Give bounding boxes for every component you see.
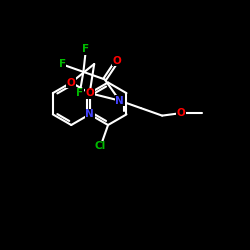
Text: F: F	[82, 44, 90, 54]
Text: O: O	[113, 56, 122, 66]
Text: F: F	[58, 60, 66, 70]
Text: O: O	[176, 108, 185, 118]
Text: N: N	[85, 110, 94, 120]
Text: O: O	[67, 78, 76, 88]
Text: O: O	[85, 88, 94, 98]
Text: Cl: Cl	[95, 141, 106, 151]
Text: N: N	[115, 96, 124, 106]
Text: F: F	[76, 88, 83, 98]
